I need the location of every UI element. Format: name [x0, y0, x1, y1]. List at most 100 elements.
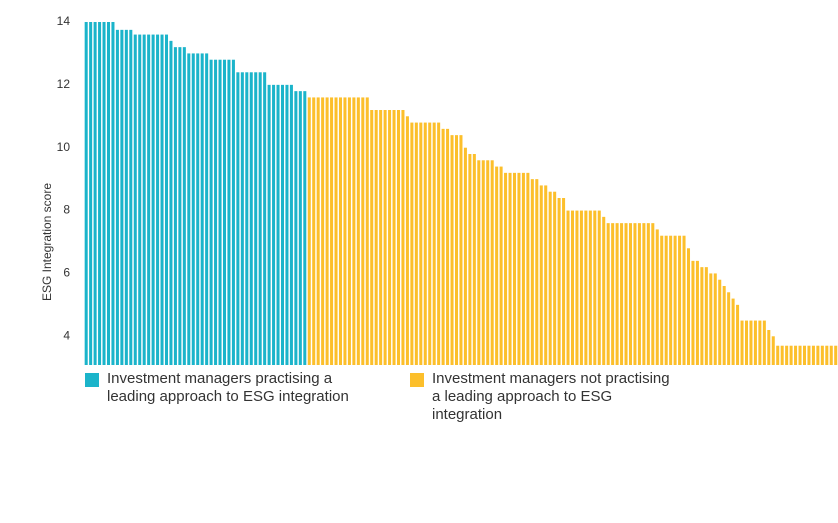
- bar: [298, 91, 302, 365]
- bar: [816, 345, 820, 365]
- bar: [495, 166, 499, 365]
- bar: [379, 110, 383, 365]
- bar: [544, 185, 548, 365]
- bar: [370, 110, 374, 365]
- bar: [602, 216, 606, 365]
- bar: [446, 128, 450, 365]
- bar: [169, 40, 173, 365]
- bar: [396, 110, 401, 365]
- bar: [450, 135, 454, 365]
- bar: [713, 273, 717, 365]
- bar: [312, 97, 316, 365]
- bar: [178, 47, 182, 365]
- bar: [499, 166, 503, 365]
- bar: [669, 235, 673, 365]
- bar: [352, 97, 356, 365]
- bar: [557, 198, 561, 365]
- bar: [330, 97, 334, 365]
- bar: [156, 34, 160, 365]
- bar: [780, 345, 784, 365]
- bar: [486, 160, 490, 365]
- bar: [646, 223, 650, 365]
- y-tick-label: 10: [57, 140, 71, 154]
- bar: [834, 345, 838, 365]
- bar: [798, 345, 802, 365]
- bar: [388, 110, 392, 365]
- bar: [530, 179, 534, 365]
- bar: [441, 128, 445, 365]
- bar: [758, 320, 762, 365]
- legend-label: Investment managers not practising a lea…: [432, 370, 670, 423]
- bar: [276, 84, 280, 365]
- bar: [419, 122, 423, 365]
- bar: [789, 345, 793, 365]
- bar: [254, 72, 258, 365]
- bar: [695, 260, 699, 365]
- bar: [89, 22, 93, 365]
- bar: [401, 110, 405, 365]
- bar: [504, 172, 508, 365]
- bar: [361, 97, 365, 365]
- bar: [553, 191, 557, 365]
- bar: [642, 223, 646, 365]
- bar: [84, 22, 88, 365]
- bar: [579, 210, 583, 365]
- bar: [111, 22, 115, 365]
- y-tick-label: 6: [63, 266, 70, 280]
- y-axis-label: ESG Integration score: [40, 183, 54, 301]
- bar: [374, 110, 378, 365]
- bar: [472, 154, 476, 365]
- bar: [628, 223, 633, 365]
- bar: [432, 122, 436, 365]
- bar: [633, 223, 637, 365]
- bar: [700, 267, 704, 365]
- bar: [570, 210, 575, 365]
- bar: [651, 223, 655, 365]
- bar: [740, 320, 744, 365]
- bar: [392, 110, 396, 365]
- bar: [115, 29, 119, 365]
- bar: [481, 160, 485, 365]
- bar: [686, 248, 691, 365]
- bar: [245, 72, 249, 365]
- bar: [526, 172, 530, 365]
- bar: [691, 260, 695, 365]
- bar: [731, 298, 735, 365]
- bar: [405, 116, 409, 365]
- bar: [463, 147, 467, 365]
- bar: [383, 110, 387, 365]
- bar: [753, 320, 757, 365]
- bar: [205, 53, 209, 365]
- bar: [785, 345, 789, 365]
- bar: [151, 34, 155, 365]
- bar: [133, 34, 137, 365]
- bar: [802, 345, 807, 365]
- bar: [325, 97, 329, 365]
- legend-label: Investment managers practising a leading…: [107, 370, 349, 405]
- bar: [512, 172, 517, 365]
- bar: [280, 84, 285, 365]
- bar: [771, 336, 775, 365]
- bar: [102, 22, 106, 365]
- bar: [231, 59, 235, 365]
- bar: [209, 59, 213, 365]
- bar: [164, 34, 169, 365]
- bar: [606, 223, 610, 365]
- bar: [673, 235, 677, 365]
- bar: [535, 179, 539, 365]
- bar: [736, 304, 740, 365]
- bar: [423, 122, 427, 365]
- legend-swatch: [85, 373, 99, 387]
- bar: [214, 59, 218, 365]
- y-tick-label: 12: [57, 77, 71, 91]
- bar: [240, 72, 244, 365]
- bar: [762, 320, 766, 365]
- bar: [624, 223, 628, 365]
- bar: [727, 292, 731, 365]
- bar: [303, 91, 307, 365]
- bar: [160, 34, 164, 365]
- bar: [334, 97, 338, 365]
- bar: [664, 235, 668, 365]
- bar: [615, 223, 619, 365]
